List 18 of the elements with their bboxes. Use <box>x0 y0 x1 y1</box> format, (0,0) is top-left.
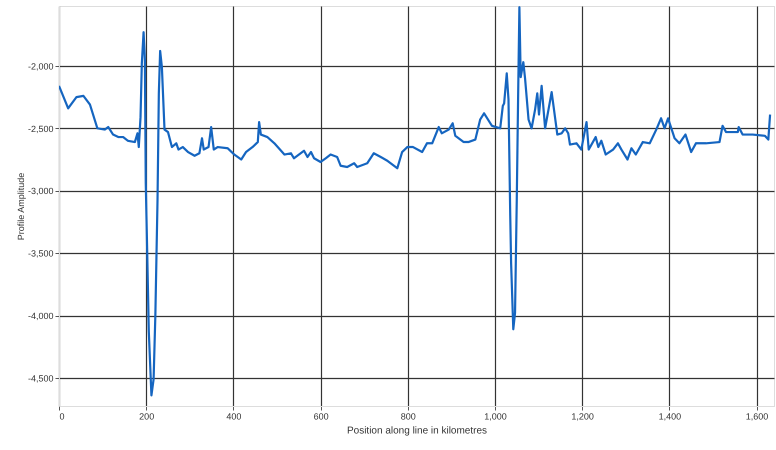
y-tick-label: -3,000 <box>28 186 54 196</box>
y-axis-title: Profile Amplitude <box>16 172 26 240</box>
x-tick-label: 400 <box>226 412 242 422</box>
y-tick-label: -2,500 <box>28 124 54 134</box>
x-tick-label: 1,600 <box>746 412 768 422</box>
x-axis-title: Position along line in kilometres <box>346 426 488 436</box>
x-tick-label: 1,000 <box>484 412 507 422</box>
x-tick-label: 0 <box>60 412 65 422</box>
line-series <box>59 6 772 396</box>
x-tick-label: 200 <box>139 412 154 422</box>
y-tick-label: -3,500 <box>28 248 54 259</box>
y-tick-label: -4,000 <box>28 311 54 322</box>
x-tick-label: 800 <box>400 412 416 422</box>
x-tick-label: 600 <box>314 412 329 422</box>
y-tick-label: -2,000 <box>28 61 54 72</box>
x-tick-label: 1,200 <box>571 412 594 422</box>
x-tick-label: 1,400 <box>658 412 682 422</box>
y-tick-label: -4,500 <box>28 373 54 384</box>
